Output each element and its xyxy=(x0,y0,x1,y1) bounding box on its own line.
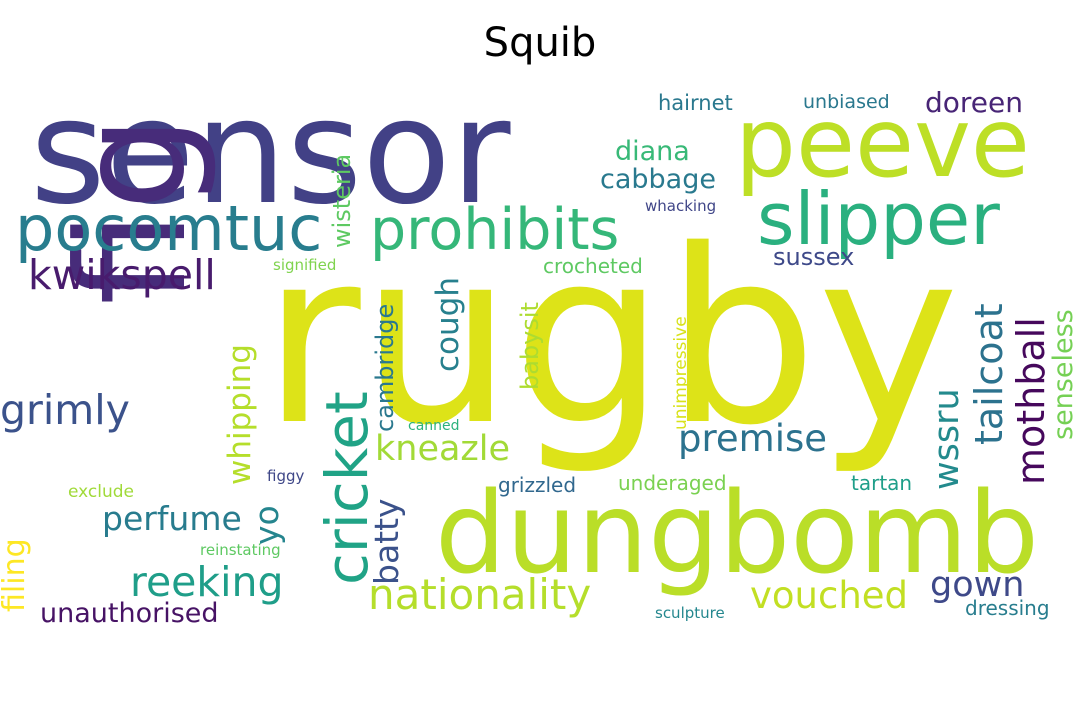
word-kneazle: kneazle xyxy=(375,429,511,469)
word-pocomtuc: pocomtuc xyxy=(15,192,323,265)
word-tailcoat: tailcoat xyxy=(967,303,1011,445)
word-unauthorised: unauthorised xyxy=(40,598,219,629)
word-senseless: senseless xyxy=(1048,309,1079,440)
word-filing: filing xyxy=(0,538,32,612)
word-diana: diana xyxy=(615,136,690,167)
word-grimly: grimly xyxy=(0,386,130,434)
word-sensor: sensor xyxy=(30,68,511,237)
word-underaged: underaged xyxy=(618,471,727,495)
word-premise: premise xyxy=(678,417,828,460)
word-figgy: figgy xyxy=(267,467,305,485)
word-cough: cough xyxy=(430,277,466,372)
word-unimpressive: unimpressive xyxy=(671,316,691,430)
chart-title: Squib xyxy=(483,20,597,66)
word-slipper: slipper xyxy=(757,177,1000,261)
word-hairnet: hairnet xyxy=(658,91,733,115)
word-yo: yo xyxy=(247,505,286,545)
word-babysit: babysit xyxy=(516,302,544,390)
word-wssru: wssru xyxy=(927,388,967,490)
word-grizzled: grizzled xyxy=(498,473,577,497)
word-cabbage: cabbage xyxy=(600,164,716,195)
word-nationality: nationality xyxy=(368,570,592,619)
word-canned: canned xyxy=(408,418,460,434)
word-batty: batty xyxy=(367,498,406,585)
word-perfume: perfume xyxy=(102,499,242,538)
word-kwikspell: kwikspell xyxy=(28,251,216,299)
word-cambridge: cambridge xyxy=(371,303,399,432)
word-tartan: tartan xyxy=(851,471,913,495)
word-signified: signified xyxy=(273,256,337,274)
word-dungbomb: dungbomb xyxy=(435,469,1039,599)
word-doreen: doreen xyxy=(925,86,1023,119)
word-whacking: whacking xyxy=(645,197,717,215)
word-exclude: exclude xyxy=(68,482,135,502)
word-prohibits: prohibits xyxy=(370,197,620,263)
word-vouched: vouched xyxy=(750,574,909,617)
word-mothball: mothball xyxy=(1009,317,1053,485)
word-wisteria: wisteria xyxy=(328,153,356,248)
word-reeking: reeking xyxy=(130,558,284,606)
word-whipping: whipping xyxy=(222,344,258,485)
word-dressing: dressing xyxy=(965,596,1050,620)
word-gown: gown xyxy=(930,565,1025,605)
word-reinstating: reinstating xyxy=(200,541,281,559)
word-crocheted: crocheted xyxy=(543,254,643,278)
word-sussex: sussex xyxy=(773,243,855,271)
word-peeve: peeve xyxy=(735,87,1030,199)
word-sculpture: sculpture xyxy=(655,604,725,622)
word-rugby: rugby xyxy=(262,198,960,478)
word-unbiased: unbiased xyxy=(803,91,890,113)
